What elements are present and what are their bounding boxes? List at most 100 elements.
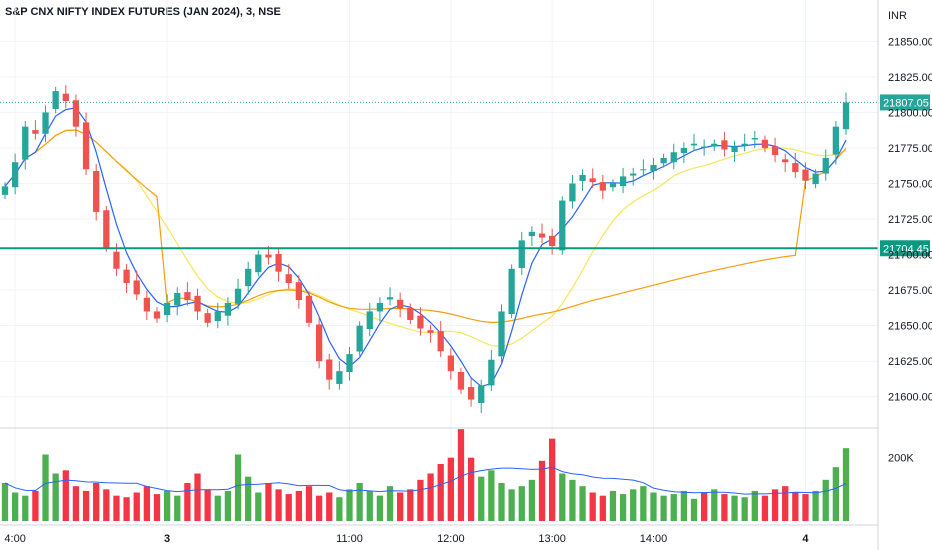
candle-body	[488, 359, 495, 386]
volume-bar	[751, 490, 758, 521]
volume-ma-line	[4, 466, 847, 495]
candle-body	[1, 186, 9, 195]
volume-bar	[356, 483, 363, 521]
candle-body	[842, 102, 850, 130]
candle-body	[22, 126, 29, 160]
volume-bar	[579, 486, 586, 521]
candle-body	[437, 331, 444, 352]
volume-bar	[407, 489, 414, 521]
volume-bar	[72, 486, 80, 521]
candle-body	[11, 162, 19, 188]
candle-body	[569, 183, 576, 202]
volume-bar	[437, 464, 444, 521]
volume-bar	[447, 457, 454, 521]
candle-body	[103, 210, 110, 248]
x-tick-label: 11:00	[336, 533, 363, 545]
volume-bar	[52, 473, 59, 521]
candle-body	[285, 274, 292, 284]
volume-bar	[234, 454, 242, 521]
candle-body	[153, 311, 161, 319]
volume-bar	[366, 490, 373, 521]
candle-body	[650, 165, 657, 172]
volume-bar	[62, 470, 69, 521]
candle-body	[194, 295, 201, 312]
candle-body	[478, 385, 485, 403]
candle-body	[802, 169, 809, 181]
candle-body	[305, 295, 313, 323]
candle-body	[326, 359, 333, 380]
volume-bar	[285, 494, 292, 521]
grid-lines	[0, 0, 878, 521]
volume-bar	[346, 489, 353, 521]
volume-bar	[609, 490, 617, 521]
candle-body	[832, 126, 840, 155]
volume-bar	[660, 495, 667, 521]
candle-body	[690, 143, 698, 146]
candle-body	[93, 171, 100, 212]
volume-bars	[1, 429, 850, 521]
candle-body	[336, 371, 343, 384]
candle-body	[751, 138, 758, 140]
candle-body	[630, 173, 637, 176]
price-overlays: 21704.45 21807.05	[0, 94, 930, 257]
y-tick-label: 21600.00	[888, 392, 932, 404]
volume-axis-label: 200K	[888, 453, 914, 465]
candle-body	[701, 146, 708, 148]
volume-bar	[11, 492, 19, 521]
volume-bar	[326, 492, 333, 521]
candle-body	[224, 302, 232, 316]
candle-body	[508, 268, 515, 315]
volume-bar	[245, 476, 252, 521]
volume-bar	[143, 486, 150, 521]
candle-body	[42, 112, 49, 134]
y-tick-label: 21850.00	[888, 36, 932, 48]
candle-body	[792, 163, 799, 173]
volume-bar	[22, 495, 29, 521]
volume-bar	[275, 489, 282, 521]
y-tick-label: 21625.00	[888, 356, 932, 368]
currency-label[interactable]: INR	[888, 10, 907, 22]
candle-body	[245, 268, 252, 287]
candle-body	[498, 311, 505, 357]
candle-body	[660, 157, 667, 164]
volume-bar	[163, 490, 171, 521]
volume-bar	[842, 448, 850, 521]
volume-bar	[538, 460, 546, 521]
volume-bar	[397, 492, 404, 521]
volume-bar	[630, 489, 637, 521]
candle-body	[741, 143, 748, 146]
candle-body	[255, 254, 262, 273]
candle-body	[822, 157, 829, 174]
volume-bar	[265, 483, 272, 521]
candle-body	[559, 200, 566, 251]
horizontal-line-price-tag	[880, 240, 930, 257]
volume-bar	[427, 473, 434, 521]
volume-bar	[386, 486, 394, 521]
candle-body	[376, 302, 384, 312]
y-tick-label: 21675.00	[888, 285, 932, 297]
candle-body	[538, 233, 546, 238]
volume-bar	[82, 490, 90, 521]
candle-body	[549, 235, 556, 247]
candle-body	[670, 152, 677, 163]
volume-bar	[467, 457, 475, 521]
candle-body	[295, 282, 302, 301]
volume-bar	[640, 486, 647, 521]
candle-body	[265, 254, 272, 258]
candle-body	[72, 100, 80, 127]
x-tick-label: 12:00	[437, 533, 465, 545]
ma-blue-line	[4, 107, 847, 388]
volume-bar	[133, 492, 140, 521]
candle-body	[184, 292, 191, 301]
candle-body	[518, 240, 525, 268]
volume-bar	[1, 483, 9, 521]
candle-body	[62, 93, 69, 102]
volume-bar	[376, 495, 384, 521]
volume-bar	[559, 473, 566, 521]
x-tick-label: 14:00	[640, 533, 668, 545]
volume-bar	[295, 490, 302, 521]
candle-body	[386, 297, 394, 300]
volume-bar	[184, 483, 191, 521]
